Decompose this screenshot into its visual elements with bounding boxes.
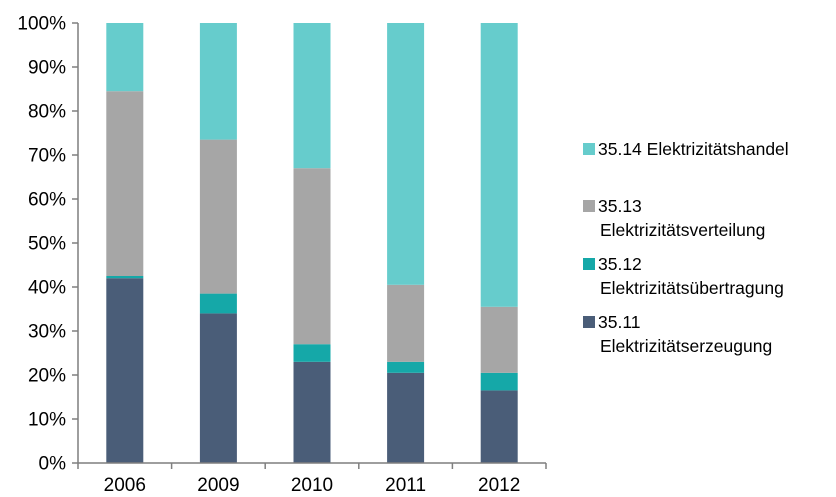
- x-tick-label: 2010: [291, 475, 333, 496]
- y-tick-label: 40%: [28, 278, 66, 299]
- y-tick-label: 80%: [28, 102, 66, 123]
- legend-swatch: [583, 316, 595, 328]
- y-tick-label: 100%: [17, 14, 66, 35]
- bar-segment: [199, 313, 237, 463]
- bar-segment: [106, 23, 144, 92]
- y-tick-label: 60%: [28, 190, 66, 211]
- legend-label: Elektrizitätsübertragung: [600, 278, 784, 298]
- legend: 35.14 Elektrizitätshandel 35.13 Elektrizit…: [583, 139, 789, 356]
- bar-segment: [106, 276, 144, 279]
- legend-label: Elektrizitätserzeugung: [600, 336, 772, 356]
- bar-segment: [106, 91, 144, 276]
- legend-label: 35.11: [598, 312, 641, 332]
- legend-label: 35.12: [598, 254, 642, 274]
- bar-segment: [199, 293, 237, 314]
- x-tick-label: 2012: [478, 475, 520, 496]
- legend-label: Elektrizitätsverteilung: [600, 220, 765, 240]
- bar-segment: [106, 278, 144, 463]
- legend-label: 35.14 Elektrizitätshandel: [598, 139, 789, 159]
- bar-segment: [293, 344, 331, 362]
- y-tick-label: 0%: [39, 454, 67, 475]
- bar-segment: [480, 306, 518, 373]
- x-tick-label: 2006: [104, 475, 146, 496]
- y-tick-label: 30%: [28, 322, 66, 343]
- bar-segment: [293, 361, 331, 463]
- bar-segment: [480, 23, 518, 307]
- x-tick-label: 2009: [197, 475, 239, 496]
- y-tick-label: 70%: [28, 146, 66, 167]
- bar-segment: [387, 23, 425, 285]
- bar-segment: [293, 23, 331, 169]
- legend-label: 35.13: [598, 196, 642, 216]
- bars-group: [106, 23, 518, 463]
- legend-swatch: [583, 143, 595, 155]
- legend-swatch: [583, 200, 595, 212]
- x-tick-label: 2011: [385, 475, 426, 496]
- bar-segment: [387, 361, 425, 373]
- legend-swatch: [583, 258, 595, 270]
- y-tick-label: 50%: [28, 234, 66, 255]
- bar-segment: [293, 168, 331, 345]
- y-axis-ticks: 0% 10% 20% 30% 40% 50% 60% 70% 80% 90% 100%: [17, 14, 78, 475]
- x-axis-ticks: 2006 2009 2010 2011 2012: [77, 463, 547, 496]
- bar-segment: [199, 23, 237, 140]
- y-tick-label: 10%: [28, 410, 66, 431]
- bar-segment: [387, 372, 425, 463]
- bar-segment: [199, 139, 237, 294]
- bar-segment: [480, 372, 518, 391]
- bar-segment: [480, 390, 518, 463]
- y-tick-label: 90%: [28, 58, 66, 79]
- bar-segment: [387, 284, 425, 362]
- y-tick-label: 20%: [28, 366, 66, 387]
